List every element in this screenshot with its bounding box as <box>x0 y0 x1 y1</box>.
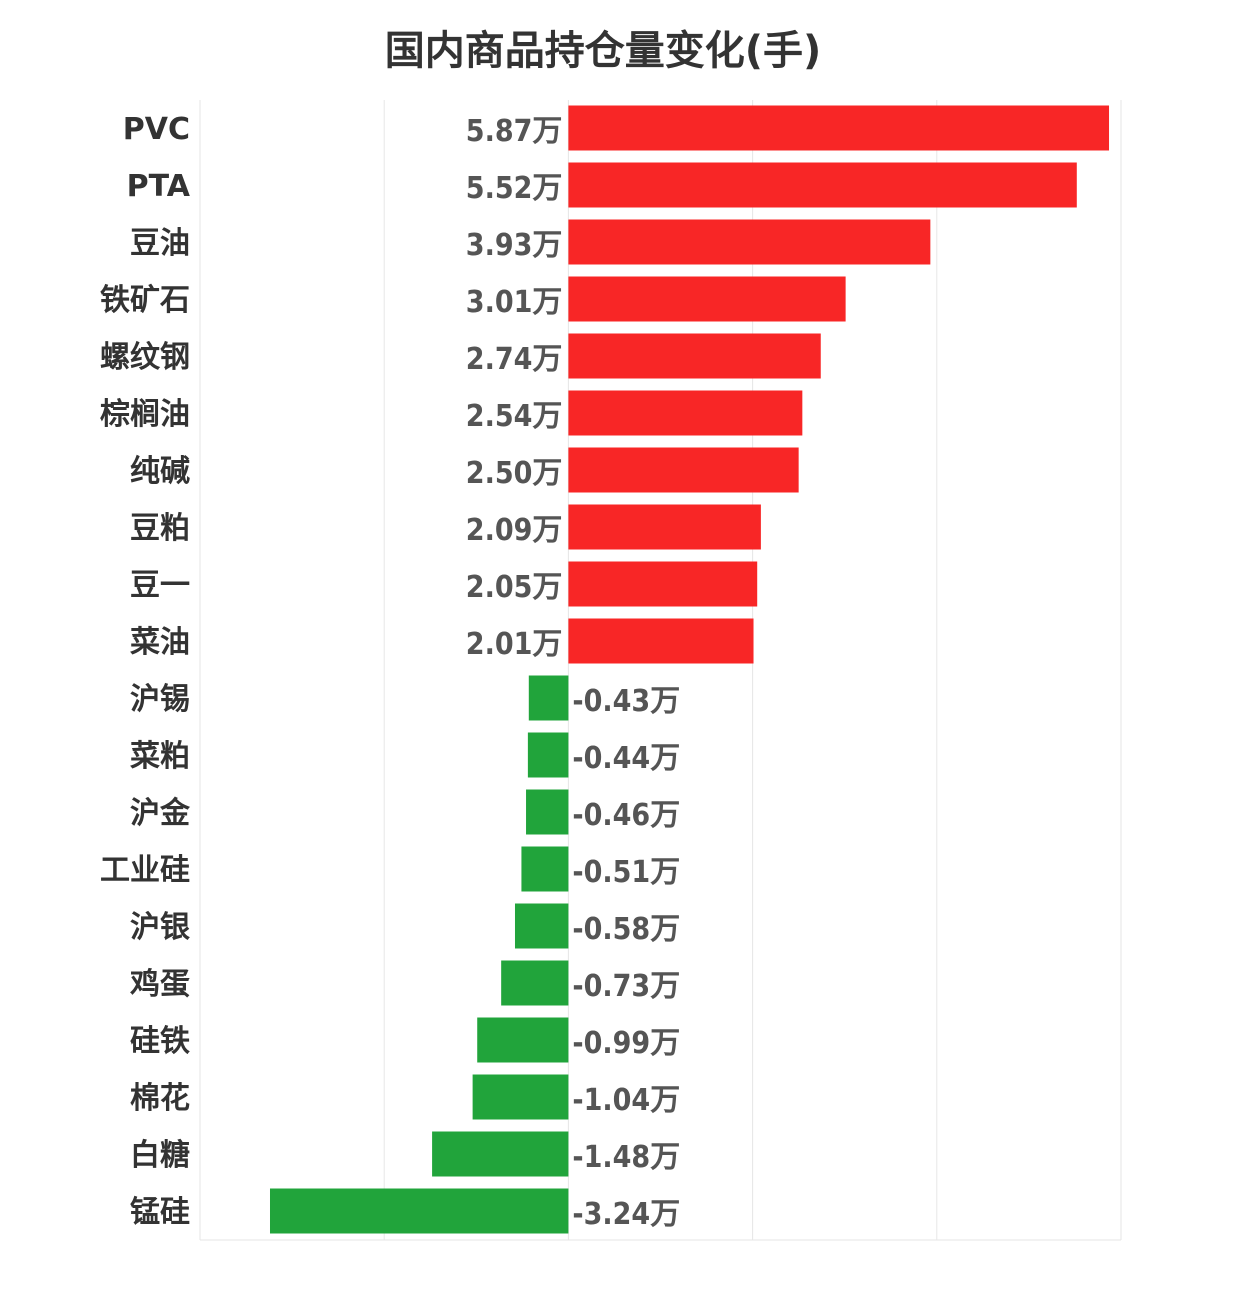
grid-lines <box>199 100 1122 1241</box>
data-label: -0.73万 <box>572 969 680 1004</box>
category-label: 纯碱 <box>130 454 190 489</box>
category-label: 豆一 <box>130 568 190 603</box>
bar <box>472 1074 569 1120</box>
bar <box>526 789 569 835</box>
data-label: 2.50万 <box>466 456 563 491</box>
data-label: -1.48万 <box>572 1140 680 1175</box>
category-label: 菜油 <box>130 625 190 660</box>
category-label: 沪锡 <box>130 682 190 717</box>
bar <box>568 333 821 379</box>
data-label: 2.01万 <box>466 627 563 662</box>
bar <box>568 618 754 664</box>
category-label: 沪金 <box>130 796 191 831</box>
bar <box>477 1017 569 1063</box>
bar <box>568 162 1077 208</box>
category-label: 沪银 <box>130 910 190 945</box>
bar <box>501 960 569 1006</box>
data-label: -0.43万 <box>572 684 680 719</box>
bars <box>269 105 1110 1234</box>
category-label: PVC <box>123 112 190 147</box>
category-label: 硅铁 <box>130 1024 190 1059</box>
bar <box>568 105 1110 151</box>
category-label: 锰硅 <box>130 1195 190 1230</box>
category-label: 螺纹钢 <box>100 340 190 375</box>
bar <box>528 675 569 721</box>
bar <box>514 903 569 949</box>
bar <box>568 390 803 436</box>
data-label: 2.54万 <box>466 399 563 434</box>
chart-title: 国内商品持仓量变化(手) <box>384 28 822 74</box>
data-label: -0.44万 <box>572 741 680 776</box>
data-label: 2.09万 <box>466 513 563 548</box>
data-label: -0.99万 <box>572 1026 680 1061</box>
bar <box>568 276 846 322</box>
category-label: 白糖 <box>130 1138 190 1173</box>
bar <box>568 447 799 493</box>
category-label: 棉花 <box>130 1081 190 1116</box>
category-label: 铁矿石 <box>100 283 190 318</box>
bar <box>568 561 758 607</box>
category-label: 工业硅 <box>100 853 190 888</box>
data-label: 5.87万 <box>466 114 563 149</box>
category-label: 鸡蛋 <box>130 967 190 1002</box>
bar <box>521 846 569 892</box>
category-label: 豆粕 <box>130 511 190 546</box>
data-label: 2.05万 <box>466 570 563 605</box>
data-label: 5.52万 <box>466 171 563 206</box>
data-label: -0.58万 <box>572 912 680 947</box>
data-label: -1.04万 <box>572 1083 680 1118</box>
category-label: PTA <box>127 169 191 204</box>
data-label: -0.46万 <box>572 798 680 833</box>
bar <box>568 504 761 550</box>
category-label: 豆油 <box>130 226 190 261</box>
category-label: 棕榈油 <box>100 397 190 432</box>
bar <box>568 219 931 265</box>
data-label: 3.01万 <box>466 285 563 320</box>
data-label: -0.51万 <box>572 855 680 890</box>
data-label: -3.24万 <box>572 1197 680 1232</box>
category-label: 菜粕 <box>130 739 190 774</box>
bar <box>432 1131 569 1177</box>
bar <box>527 732 569 778</box>
data-label: 3.93万 <box>466 228 563 263</box>
data-label: 2.74万 <box>466 342 563 377</box>
bar <box>269 1188 569 1234</box>
